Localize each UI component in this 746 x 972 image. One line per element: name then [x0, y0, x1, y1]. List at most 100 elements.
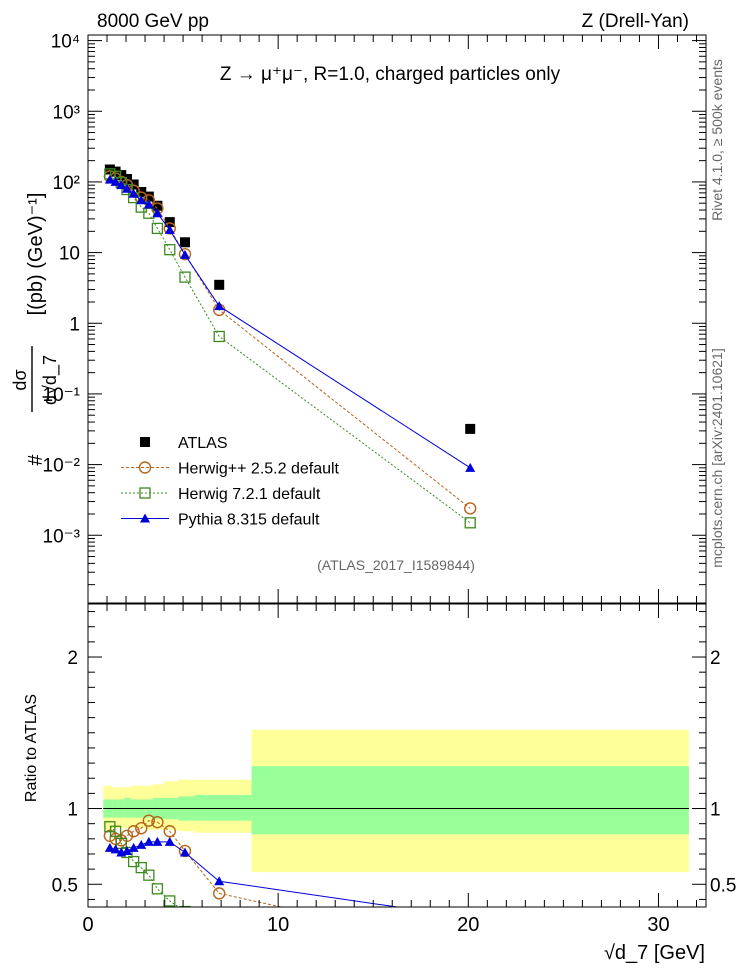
main-point-pythia-8-315-default-6 — [143, 199, 154, 209]
main-point-pythia-8-315-default-9 — [179, 249, 190, 259]
legend-marker-herwig-2-5-2-default — [138, 461, 152, 474]
x-tick-label: 0 — [82, 914, 93, 936]
legend-marker-pythia-8-315-default — [140, 513, 150, 523]
main-point-herwig-2-5-2-default-9 — [178, 247, 192, 261]
main-point-atlas-7 — [152, 200, 163, 211]
ratio-point-pythia-8-315-default-3 — [121, 845, 132, 855]
main-point-herwig-7-2-1-default-8 — [164, 244, 176, 256]
main-point-pythia-8-315-default-10 — [214, 301, 225, 311]
ratio-point-pythia-8-315-default-10 — [214, 876, 225, 886]
ratio-point-herwig-7-2-1-default-10 — [214, 926, 224, 936]
legend-label-herwig-2-5-2-default: Herwig++ 2.5.2 default — [178, 461, 340, 478]
ratio-point-herwig-2-5-2-default-10 — [213, 887, 226, 900]
ratio-point-pythia-8-315-default-1 — [110, 844, 121, 854]
svg-text:d√d_7: d√d_7 — [40, 355, 61, 405]
legend-label-herwig-7-2-1-default: Herwig 7.2.1 default — [178, 486, 321, 503]
ratio-point-herwig-7-2-1-default-4 — [127, 855, 140, 868]
ratio-point-herwig-2-5-2-default-11 — [465, 943, 476, 954]
process-title: Z → μ⁺μ⁻, R=1.0, charged particles only — [220, 64, 561, 85]
ratio-point-herwig-7-2-1-default-7 — [151, 883, 164, 895]
ratio-y-tick-label: 0.5 — [52, 875, 78, 896]
legend: ATLAS Herwig++ 2.5.2 default Herwig 7.2.1 … — [121, 435, 340, 529]
main-point-herwig-7-2-1-default-9 — [179, 271, 191, 283]
main-y-tick-label: 10 — [59, 244, 80, 265]
main-point-pythia-8-315-default-4 — [128, 188, 139, 198]
ratio-point-herwig-7-2-1-default-9 — [179, 905, 191, 907]
svg-text:[(pb) (GeV)⁻¹]: [(pb) (GeV)⁻¹] — [25, 193, 47, 316]
main-point-atlas-6 — [143, 191, 154, 202]
ratio-y-tick-label: 1 — [67, 800, 78, 821]
main-point-atlas-11 — [465, 423, 476, 434]
main-point-pythia-8-315-default-3 — [121, 183, 132, 193]
ratio-frame — [87, 603, 707, 908]
main-y-tick-label: 10⁻² — [43, 456, 81, 477]
main-point-pythia-8-315-default-0 — [104, 174, 115, 184]
ratio-point-herwig-7-2-1-default-8 — [164, 895, 176, 907]
main-point-pythia-8-315-default-7 — [152, 208, 163, 218]
main-y-tick-label: 1 — [69, 314, 80, 335]
svg-text:dσ: dσ — [10, 369, 30, 390]
ratio-point-herwig-2-5-2-default-3 — [120, 829, 134, 842]
ratio-point-herwig-7-2-1-default-6 — [143, 869, 155, 881]
ratio-series — [103, 814, 476, 958]
main-point-pythia-8-315-default-8 — [164, 224, 175, 234]
main-point-herwig-2-5-2-default-11 — [464, 502, 477, 515]
main-y-tick-label: 10² — [53, 173, 80, 194]
main-line-herwig-2-5-2-default — [109, 175, 471, 509]
ratio-point-herwig-2-5-2-default-4 — [127, 825, 140, 838]
main-y-tick-label: 10⁻³ — [43, 526, 81, 547]
main-point-atlas-9 — [179, 237, 190, 248]
ratio-point-pythia-8-315-default-0 — [104, 842, 115, 852]
main-y-tick-label: 10⁴ — [51, 32, 80, 53]
legend-label-pythia-8-315-default: Pythia 8.315 default — [178, 512, 320, 529]
main-point-pythia-8-315-default-5 — [136, 195, 147, 205]
main-y-tick-label: 10³ — [53, 102, 80, 123]
ratio-point-herwig-2-5-2-default-7 — [151, 815, 164, 829]
ratio-point-herwig-2-5-2-default-6 — [142, 814, 156, 827]
main-point-herwig-7-2-1-default-11 — [464, 517, 476, 529]
ratio-point-pythia-8-315-default-9 — [179, 847, 190, 857]
ratio-point-herwig-7-2-1-default-1 — [109, 825, 122, 837]
ratio-y-tick-label: 2 — [67, 648, 78, 669]
rivet-label: Rivet 4.1.0, ≥ 500k events — [709, 59, 725, 221]
band-inner-10 — [194, 794, 252, 821]
ratio-uncertainty-bands — [103, 729, 689, 873]
main-line-pythia-8-315-default — [109, 179, 471, 469]
main-frame — [87, 34, 707, 604]
ratio-point-herwig-2-5-2-default-5 — [135, 822, 148, 835]
ratio-point-pythia-8-315-default-4 — [128, 842, 139, 852]
band-inner-11 — [251, 766, 689, 835]
ratio-y-tick-label-right: 0.5 — [710, 875, 736, 896]
legend-label-atlas: ATLAS — [178, 435, 228, 452]
main-point-herwig-2-5-2-default-8 — [163, 222, 176, 235]
process-label: Z (Drell-Yan) — [582, 11, 689, 32]
ratio-point-herwig-7-2-1-default-11 — [465, 948, 475, 958]
x-axis-label: √d_7 [GeV] — [604, 942, 705, 964]
main-point-herwig-7-2-1-default-10 — [213, 330, 225, 343]
main-point-pythia-8-315-default-11 — [465, 462, 476, 472]
svg-text:#: # — [25, 454, 47, 466]
ratio-point-herwig-7-2-1-default-5 — [135, 861, 147, 874]
ratio-point-pythia-8-315-default-7 — [152, 836, 163, 846]
collision-label: 8000 GeV pp — [97, 11, 209, 32]
ratio-point-pythia-8-315-default-6 — [143, 836, 154, 846]
ratio-y-tick-label-right: 1 — [710, 800, 721, 821]
main-point-pythia-8-315-default-1 — [110, 176, 121, 186]
main-point-atlas-8 — [164, 217, 175, 228]
ratio-point-pythia-8-315-default-5 — [136, 839, 147, 849]
x-tick-label: 20 — [457, 914, 479, 936]
x-tick-label: 10 — [267, 914, 289, 936]
legend-marker-herwig-7-2-1-default — [139, 487, 151, 499]
x-tick-label: 30 — [647, 914, 669, 936]
ratio-point-herwig-2-5-2-default-8 — [163, 825, 176, 838]
ratio-y-axis-label: Ratio to ATLAS — [23, 694, 40, 802]
main-point-atlas-4 — [128, 179, 139, 190]
main-y-axis-label: # dσ d√d_7 [(pb) (GeV)⁻¹] — [10, 193, 61, 466]
ratio-y-tick-label-right: 2 — [710, 648, 721, 669]
mcplots-label: mcplots.cern.ch [arXiv:2401.10621] — [709, 348, 725, 567]
main-point-pythia-8-315-default-2 — [116, 180, 127, 190]
main-y-tick-label: 10⁻¹ — [43, 385, 81, 406]
main-point-herwig-7-2-1-default-7 — [151, 222, 164, 235]
legend-marker-atlas — [140, 437, 150, 447]
main-point-atlas-2 — [116, 170, 127, 181]
